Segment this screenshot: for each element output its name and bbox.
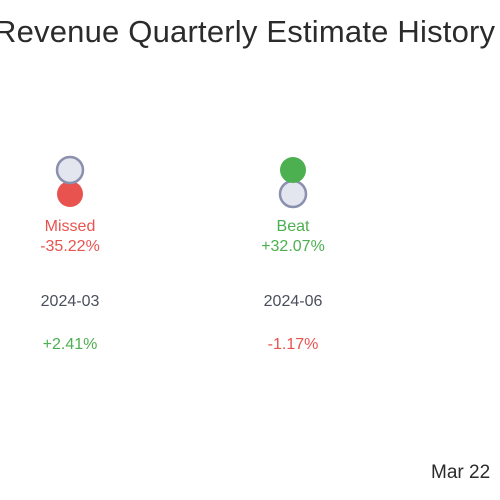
change-value: -1.17% — [268, 336, 319, 353]
surprise-value: +32.07% — [261, 238, 325, 255]
period-label: 2024-06 — [264, 293, 323, 310]
actual-point — [57, 181, 83, 207]
estimate-point — [278, 179, 308, 209]
outcome-label: Missed — [45, 218, 96, 235]
outcome-label: Beat — [277, 218, 310, 235]
estimate-point — [55, 155, 85, 185]
change-value: +2.41% — [43, 336, 98, 353]
surprise-value: -35.22% — [40, 238, 100, 255]
period-label: 2024-03 — [41, 293, 100, 310]
actual-point — [280, 157, 306, 183]
date-stamp: Mar 22 — [431, 462, 491, 483]
chart-title: Revenue Quarterly Estimate History — [0, 14, 496, 49]
